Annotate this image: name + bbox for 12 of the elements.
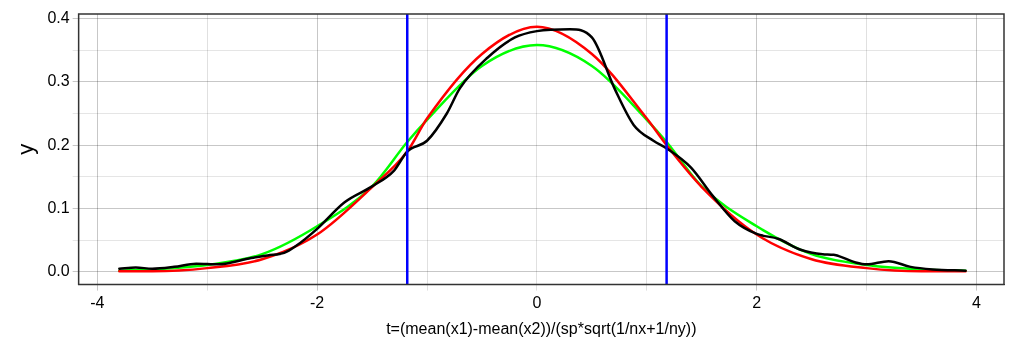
x-tick-label: 0 xyxy=(532,293,542,311)
y-axis-title: y xyxy=(13,143,39,155)
x-tick-label: -2 xyxy=(310,293,325,311)
y-tick-label: 0.0 xyxy=(47,262,70,280)
y-tick-label: 0.3 xyxy=(47,72,70,90)
x-axis-title: t=(mean(x1)-mean(x2))/(sp*sqrt(1/nx+1/ny)) xyxy=(386,319,697,337)
x-tick-label: 2 xyxy=(752,293,762,311)
y-tick-label: 0.4 xyxy=(47,8,70,26)
x-tick-label: 4 xyxy=(972,293,982,311)
x-tick-label: -4 xyxy=(90,293,105,311)
y-tick-label: 0.1 xyxy=(47,198,70,216)
y-tick-label: 0.2 xyxy=(47,135,70,153)
